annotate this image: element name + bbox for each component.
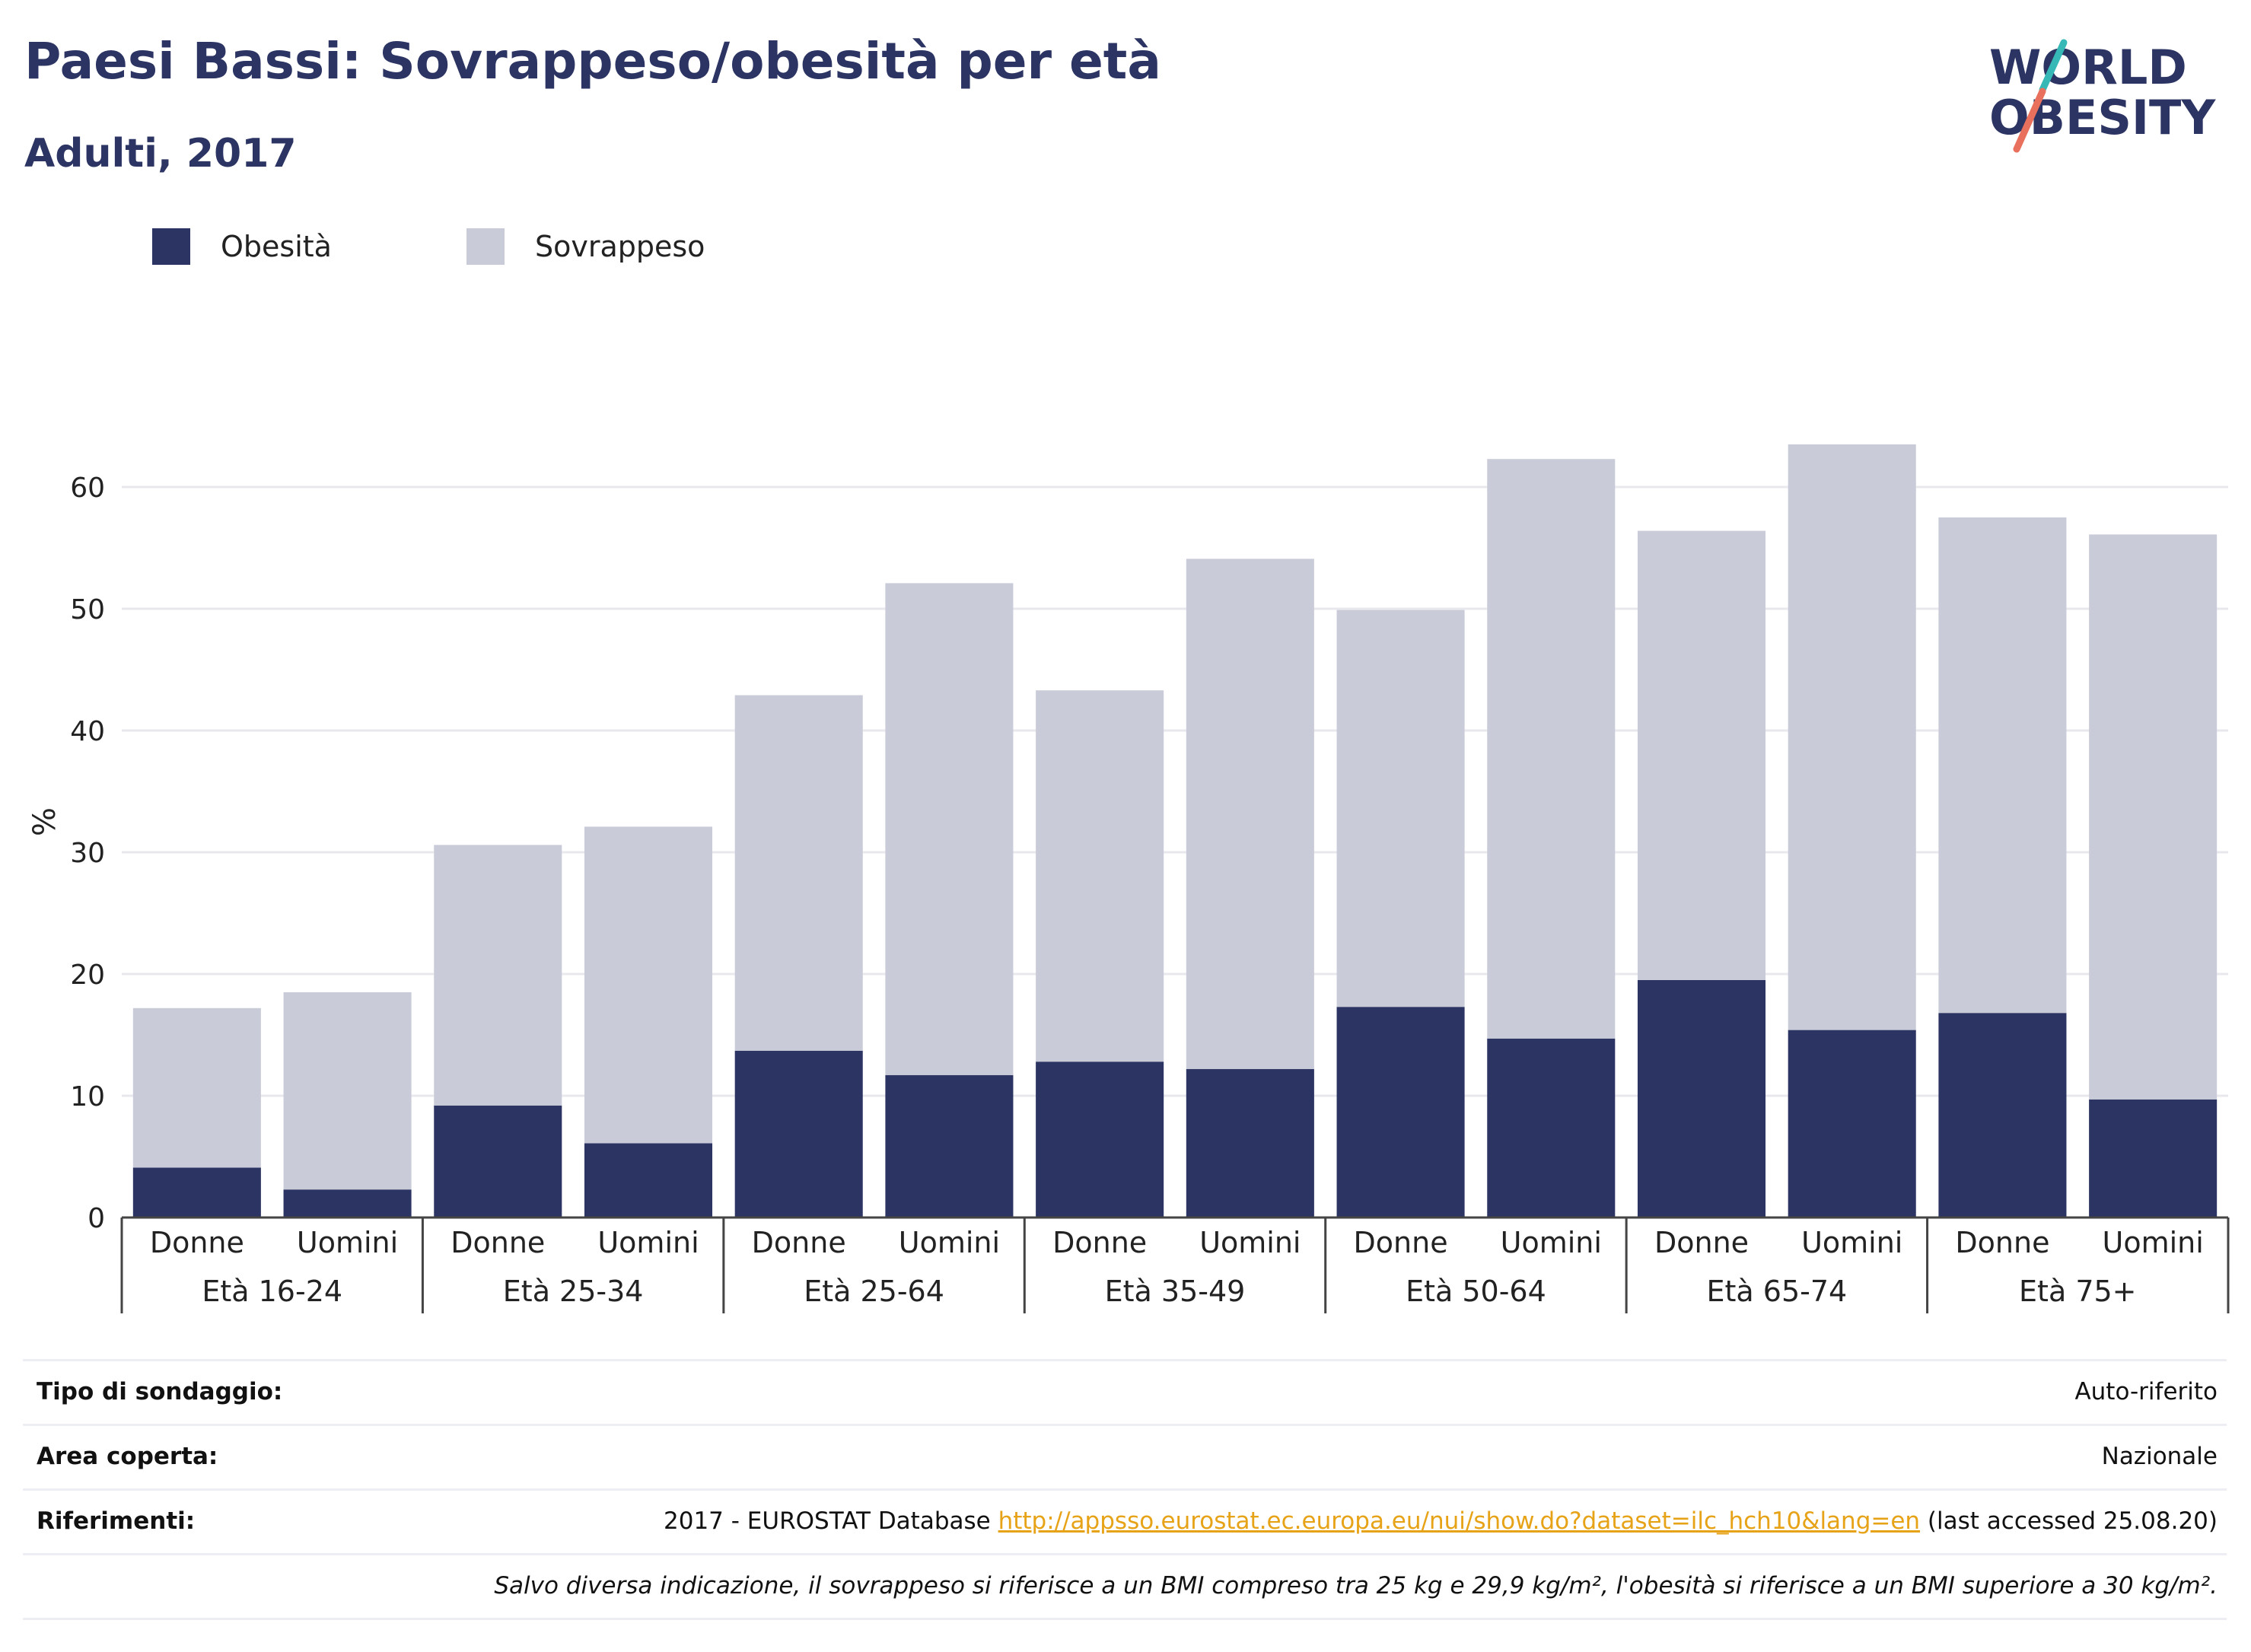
info-row-note: Salvo diversa indicazione, il sovrappeso… [23, 1553, 2227, 1620]
legend-label-obesity: Obesità [221, 230, 332, 263]
bar-obesity [734, 1050, 863, 1218]
definition-note: Salvo diversa indicazione, il sovrappeso… [494, 1572, 2218, 1599]
x-subcategory-label: Uomini [1801, 1226, 1902, 1259]
info-row-survey-type: Tipo di sondaggio: Auto-riferito [23, 1359, 2227, 1424]
info-key-references: Riferimenti: [37, 1507, 196, 1535]
y-tick-label: 50 [70, 594, 105, 625]
x-group-label: Età 25-34 [503, 1275, 644, 1308]
x-group-label: Età 16-24 [202, 1275, 342, 1308]
x-subcategory-label: Uomini [297, 1226, 398, 1259]
bar-overweight [1186, 559, 1314, 1069]
legend-label-overweight: Sovrappeso [535, 230, 705, 263]
x-subcategory-label: Donne [1354, 1226, 1448, 1259]
bar-overweight [734, 695, 863, 1051]
y-tick-label: 0 [88, 1203, 105, 1234]
bar-overweight [1788, 444, 1916, 1030]
world-obesity-logo: WORLD OBESITY [1989, 39, 2216, 153]
bar-obesity [1186, 1068, 1314, 1218]
bar-overweight [2089, 534, 2218, 1100]
x-subcategory-label: Uomini [597, 1226, 699, 1259]
bar-overweight [1938, 517, 2067, 1014]
reference-prefix: 2017 - EUROSTAT Database [664, 1507, 998, 1535]
stacked-bar-chart: 0 10 20 30 40 50 60% Donne Uomini Donne Uomini Donn… [27, 444, 2230, 1313]
logo-slash-bottom [2013, 88, 2046, 153]
bar-obesity [434, 1105, 562, 1218]
bar-obesity [2089, 1099, 2218, 1218]
x-subcategory-label: Uomini [2103, 1226, 2204, 1259]
logo-line1: WORLD [1989, 40, 2187, 95]
y-tick-label: 10 [70, 1081, 105, 1112]
x-subcategory-label: Uomini [899, 1226, 1000, 1259]
info-value-survey-type: Auto-riferito [2074, 1378, 2218, 1405]
info-value-area: Nazionale [2101, 1443, 2218, 1470]
x-subcategory-label: Donne [1955, 1226, 2049, 1259]
info-table: Tipo di sondaggio: Auto-riferito Area co… [23, 1359, 2227, 1620]
bar-overweight [1637, 530, 1766, 980]
bar-overweight [283, 992, 412, 1190]
x-subcategory-label: Donne [1654, 1226, 1749, 1259]
logo-slash-top [2039, 39, 2068, 94]
bar-overweight [434, 845, 562, 1106]
bar-overweight [1036, 690, 1164, 1062]
bar-obesity [1938, 1013, 2067, 1218]
bar-obesity [1788, 1030, 1916, 1218]
info-key-area: Area coperta: [37, 1443, 218, 1470]
y-tick-label: 60 [70, 473, 105, 504]
x-subcategory-label: Donne [451, 1226, 545, 1259]
bar-overweight [132, 1007, 261, 1168]
legend-swatch-obesity [152, 228, 190, 265]
y-tick-label: 20 [70, 960, 105, 991]
bar-obesity [584, 1143, 713, 1218]
y-axis-title: % [27, 807, 62, 836]
bar-overweight [584, 826, 713, 1144]
reference-suffix: (last accessed 25.08.20) [1920, 1507, 2218, 1535]
bar-obesity [1637, 980, 1766, 1218]
x-subcategory-label: Uomini [1199, 1226, 1301, 1259]
info-key-survey-type: Tipo di sondaggio: [37, 1378, 283, 1405]
x-group-label: Età 65-74 [1707, 1275, 1848, 1308]
bar-overweight [885, 583, 1014, 1075]
bar-obesity [1036, 1062, 1164, 1218]
info-row-references: Riferimenti: 2017 - EUROSTAT Database ht… [23, 1488, 2227, 1553]
x-group-label: Età 25-64 [804, 1275, 944, 1308]
bar-obesity [1336, 1007, 1465, 1218]
bar-obesity [132, 1167, 261, 1218]
x-subcategory-label: Uomini [1501, 1226, 1602, 1259]
page-subtitle: Adulti, 2017 [24, 131, 297, 177]
legend-swatch-overweight [466, 228, 505, 265]
x-group-label: Età 75+ [2019, 1275, 2136, 1308]
x-group-label: Età 35-49 [1105, 1275, 1246, 1308]
info-row-area: Area coperta: Nazionale [23, 1424, 2227, 1488]
bar-obesity [885, 1074, 1014, 1218]
x-subcategory-label: Donne [150, 1226, 244, 1259]
info-value-references: 2017 - EUROSTAT Database http://appsso.e… [664, 1507, 2218, 1535]
bar-overweight [1487, 459, 1616, 1039]
page-title: Paesi Bassi: Sovrappeso/obesità per età [24, 32, 1161, 91]
bar-overweight [1336, 610, 1465, 1007]
y-tick-label: 40 [70, 716, 105, 747]
reference-link[interactable]: http://appsso.eurostat.ec.europa.eu/nui/… [998, 1507, 1921, 1535]
bar-obesity [1487, 1038, 1616, 1218]
x-group-label: Età 50-64 [1406, 1275, 1546, 1308]
y-tick-label: 30 [70, 838, 105, 869]
bar-obesity [283, 1189, 412, 1218]
x-subcategory-label: Donne [752, 1226, 846, 1259]
x-subcategory-label: Donne [1052, 1226, 1147, 1259]
